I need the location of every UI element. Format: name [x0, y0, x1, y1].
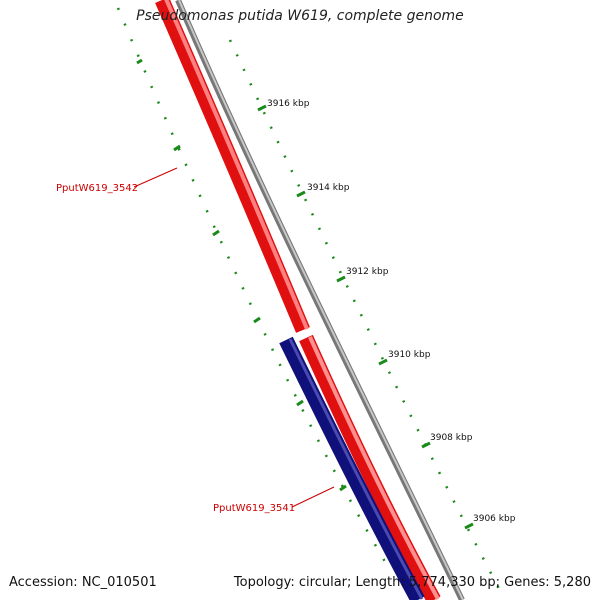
ruler-label: 3916 kbp: [267, 99, 310, 109]
gene-label-upper[interactable]: PputW619_3542: [56, 167, 178, 194]
ruler-label: 3914 kbp: [307, 183, 350, 193]
gene-PputW619_3541[interactable]: [279, 336, 425, 600]
accession-text: Accession: NC_010501: [9, 575, 157, 590]
gc-major-ticks: [136, 58, 347, 492]
gene-PputW619_3542[interactable]: [155, 0, 310, 333]
ruler-major-ticks: [257, 104, 474, 530]
gc-content-track: [116, 7, 392, 571]
ruler-label: 3906 kbp: [473, 514, 516, 524]
map-title: Pseudomonas putida W619, complete genome: [136, 8, 464, 24]
gene-label-text: PputW619_3542: [56, 183, 138, 194]
ruler-labels: 3916 kbp 3914 kbp 3912 kbp 3910 kbp 3908…: [267, 99, 516, 524]
gene-forward-lower[interactable]: [299, 334, 441, 600]
genome-summary-text: Topology: circular; Length: 5,774,330 bp…: [233, 575, 591, 590]
ruler-label: 3908 kbp: [430, 433, 473, 443]
ruler-label: 3912 kbp: [346, 267, 389, 277]
gene-label-lower[interactable]: PputW619_3541: [213, 486, 335, 514]
ruler-label: 3910 kbp: [388, 350, 431, 360]
gene-label-text: PputW619_3541: [213, 503, 295, 514]
